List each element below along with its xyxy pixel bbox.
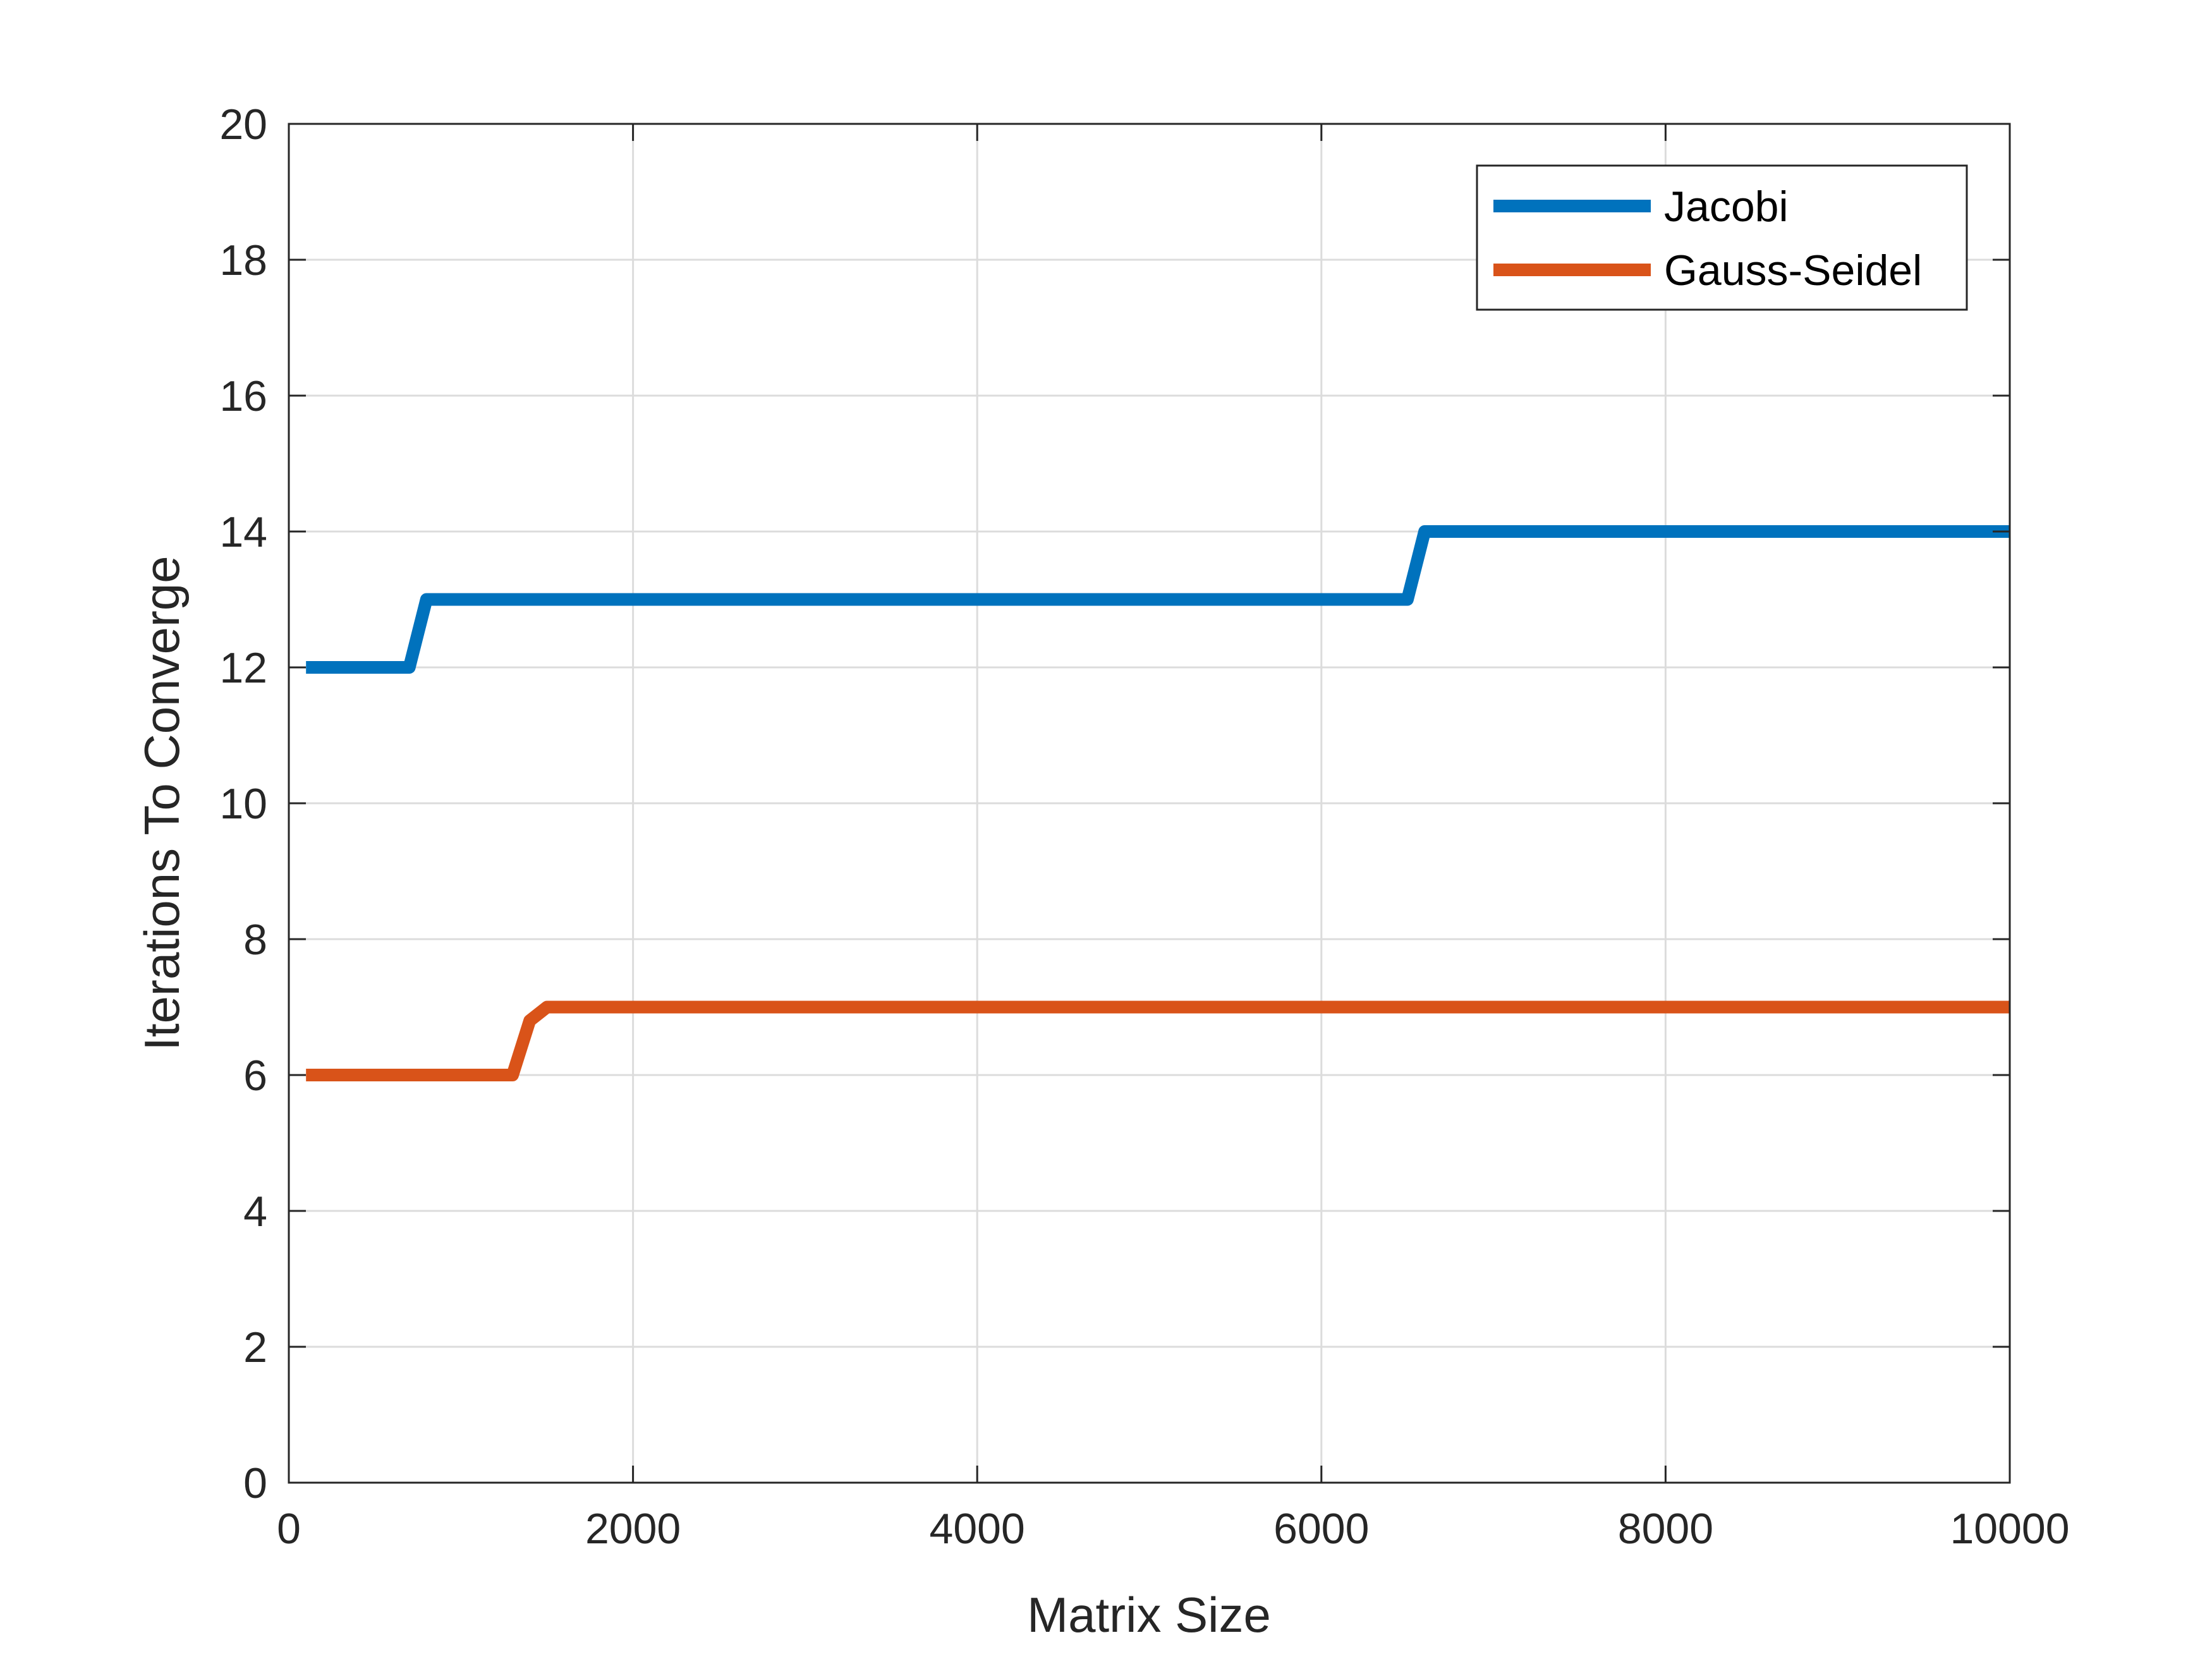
y-tick-label: 14: [219, 508, 267, 556]
y-tick-label: 6: [243, 1052, 267, 1100]
y-tick-label: 4: [243, 1188, 267, 1236]
x-tick-label: 0: [277, 1505, 301, 1553]
x-tick-label: 4000: [930, 1505, 1025, 1553]
series-line-gauss-seidel: [306, 1000, 2010, 1081]
y-tick-label: 12: [219, 644, 267, 692]
legend: Jacobi Gauss-Seidel: [1476, 164, 1968, 311]
x-tick-label: 2000: [585, 1505, 681, 1553]
legend-box: [1476, 164, 1968, 311]
y-tick-label: 16: [219, 372, 267, 420]
axis-ticks: [288, 123, 2011, 1484]
series-lines: [306, 525, 2010, 1081]
y-tick-label: 10: [219, 780, 267, 828]
x-tick-label: 10000: [1950, 1505, 2069, 1553]
series-line-jacobi: [306, 525, 2010, 674]
y-tick-labels: 0 2 4 6 8 10 12 14 16 18 20: [219, 100, 267, 1507]
y-axis-label: Iterations To Converge: [134, 556, 190, 1050]
grid-lines: [289, 124, 2010, 1483]
y-tick-label: 20: [219, 100, 267, 149]
y-tick-label: 18: [219, 236, 267, 284]
y-tick-label: 0: [243, 1459, 267, 1507]
y-tick-label: 8: [243, 916, 267, 964]
legend-label-jacobi: Jacobi: [1664, 183, 1789, 231]
legend-label-gauss-seidel: Gauss-Seidel: [1664, 246, 1922, 295]
x-axis-label: Matrix Size: [1027, 1587, 1271, 1643]
x-tick-label: 8000: [1618, 1505, 1713, 1553]
x-tick-label: 6000: [1273, 1505, 1369, 1553]
y-tick-label: 2: [243, 1323, 267, 1371]
x-tick-labels: 0 2000 4000 6000 8000 10000: [277, 1505, 2069, 1553]
